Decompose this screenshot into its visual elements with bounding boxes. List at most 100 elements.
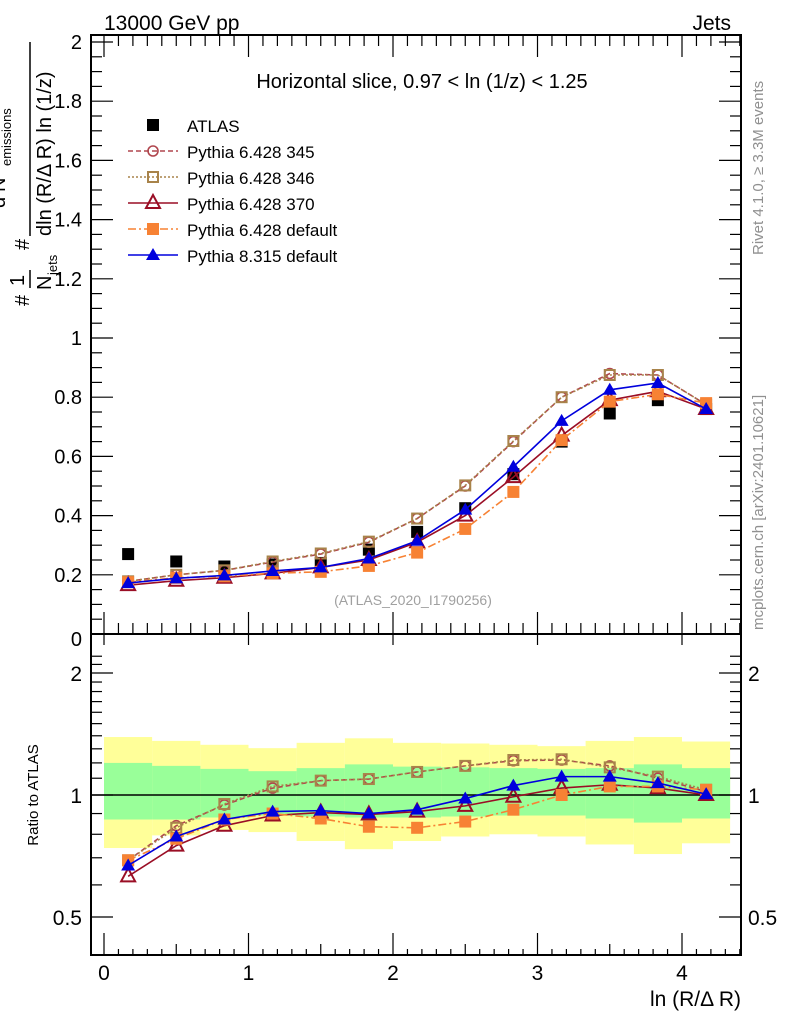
- main-x-axis: [103, 35, 741, 634]
- ylabel-hash2: #: [12, 238, 34, 250]
- legend-entry: Pythia 8.315 default: [128, 247, 338, 266]
- ratio-data-point: [217, 812, 232, 825]
- x-tick-label: 1: [243, 962, 255, 985]
- data-point: [699, 402, 714, 415]
- process-label: Jets: [692, 12, 731, 35]
- legend-marker: [147, 145, 159, 157]
- main-y-tick-label: 1.8: [54, 91, 82, 113]
- x-tick-label: 3: [532, 962, 544, 985]
- legend-marker: [147, 119, 159, 131]
- main-y-tick-label: 0.6: [54, 446, 82, 468]
- ratio-data-point: [459, 759, 472, 772]
- main-y-tick-label: 1: [71, 328, 82, 350]
- data-point: [507, 485, 520, 498]
- series-pythia-6-428-default: [122, 388, 713, 589]
- ratio-data-point: [602, 769, 617, 782]
- ratio-data-point: [411, 765, 424, 778]
- data-point: [602, 382, 617, 395]
- ratio-data-point: [603, 780, 616, 793]
- ratio-data-point: [314, 774, 327, 787]
- ylabel-njets: N: [34, 276, 56, 290]
- ylabel-njets-sub: jets: [45, 254, 60, 276]
- main-y-tick-label: 0.4: [54, 506, 82, 528]
- data-point: [169, 571, 184, 584]
- data-point: [459, 479, 472, 492]
- data-point: [265, 563, 280, 576]
- main-y-tick-label: 0.8: [54, 387, 82, 409]
- data-point: [650, 375, 665, 388]
- data-point: [603, 369, 616, 381]
- ylabel-hash1: #: [12, 294, 34, 306]
- ratio-data-point: [218, 798, 231, 811]
- data-point: [506, 459, 521, 472]
- legend-label: Pythia 6.428 default: [187, 221, 338, 240]
- x-tick-label: 2: [387, 962, 399, 985]
- data-point: [411, 512, 424, 525]
- ratio-series-line: [127, 758, 707, 861]
- ratio-y-tick-label: 2: [70, 663, 82, 686]
- ratio-data-point: [265, 804, 280, 817]
- ratio-data-point: [506, 778, 521, 791]
- ylabel-denominator: dln (R/Δ R) ln (1/z): [34, 71, 56, 236]
- ratio-y-tick-label-right: 0.5: [748, 907, 777, 930]
- main-series-layer: [119, 367, 715, 592]
- ratio-panel: 0.5 0.5 1 1 2 2 0 1 2 3 4 Ratio to ATLAS ln (R/Δ …: [25, 633, 777, 1011]
- data-point: [410, 533, 425, 546]
- x-tick-label: 0: [98, 962, 110, 985]
- ratio-data-point: [121, 858, 136, 871]
- legend-marker: [147, 223, 159, 235]
- legend-marker: [146, 248, 160, 260]
- main-y-axis: 0 0.2 0.4 0.6 0.8 1 1.2 1.4 1.6 1.8 2: [54, 32, 741, 651]
- data-point: [313, 560, 328, 573]
- main-y-label: # 1 N jets # d 2 N emissions dln (R/Δ R)…: [0, 42, 60, 306]
- data-point: [411, 525, 424, 538]
- data-point: [555, 434, 568, 447]
- ratio-y-tick-label-right: 2: [748, 663, 760, 686]
- mcplots-label: mcplots.cern.ch [arXiv:2401.10621]: [750, 395, 767, 630]
- main-y-tick-label: 0.2: [54, 565, 82, 587]
- ratio-data-point: [119, 866, 137, 883]
- main-y-tick-label: 0: [71, 629, 82, 651]
- data-point: [554, 413, 569, 426]
- ratio-data-point: [362, 820, 375, 833]
- legend-entry: ATLAS: [147, 117, 240, 136]
- ratio-x-axis: 0 1 2 3 4: [98, 634, 741, 985]
- legend-label: Pythia 6.428 370: [187, 195, 315, 214]
- legend-entry: Pythia 6.428 default: [128, 221, 338, 240]
- ratio-data-point: [410, 802, 425, 815]
- main-y-tick-label: 1.4: [54, 210, 82, 232]
- analysis-watermark: (ATLAS_2020_I1790256): [334, 592, 492, 608]
- legend-entry: Pythia 6.428 370: [128, 192, 315, 214]
- ratio-data-point: [456, 795, 474, 812]
- main-y-tick-label: 2: [71, 32, 82, 54]
- legend-label: Pythia 6.428 345: [187, 143, 315, 162]
- data-point: [362, 535, 375, 548]
- main-y-tick-label: 1.2: [54, 269, 82, 291]
- ratio-series-pythia-8-315-default: [121, 769, 714, 871]
- ratio-y-axis: 0.5 0.5 1 1 2 2: [53, 655, 777, 930]
- ratio-data-point: [169, 829, 184, 842]
- ratio-data-point: [555, 789, 568, 801]
- data-point: [458, 502, 473, 515]
- ratio-data-point: [650, 776, 665, 789]
- legend-label: Pythia 6.428 346: [187, 169, 315, 188]
- legend-entry: Pythia 6.428 345: [128, 143, 315, 162]
- ratio-data-point: [459, 815, 472, 828]
- data-point: [122, 548, 135, 561]
- legend-label: ATLAS: [187, 117, 240, 136]
- data-point: [603, 407, 616, 420]
- ratio-data-point: [362, 773, 375, 786]
- rivet-label: Rivet 4.1.0, ≥ 3.3M events: [750, 81, 767, 255]
- data-point: [217, 568, 232, 581]
- ratio-data-point: [411, 821, 424, 834]
- data-point: [651, 388, 664, 401]
- ratio-data-point: [555, 753, 568, 766]
- data-point: [507, 435, 520, 448]
- legend-marker: [147, 171, 159, 183]
- series-pythia-8-315-default: [121, 375, 714, 589]
- x-axis-label: ln (R/Δ R): [650, 988, 741, 1011]
- plot-title: Horizontal slice, 0.97 < ln (1/z) < 1.25: [256, 71, 587, 93]
- data-point: [555, 391, 568, 404]
- ylabel-N: N: [0, 178, 10, 192]
